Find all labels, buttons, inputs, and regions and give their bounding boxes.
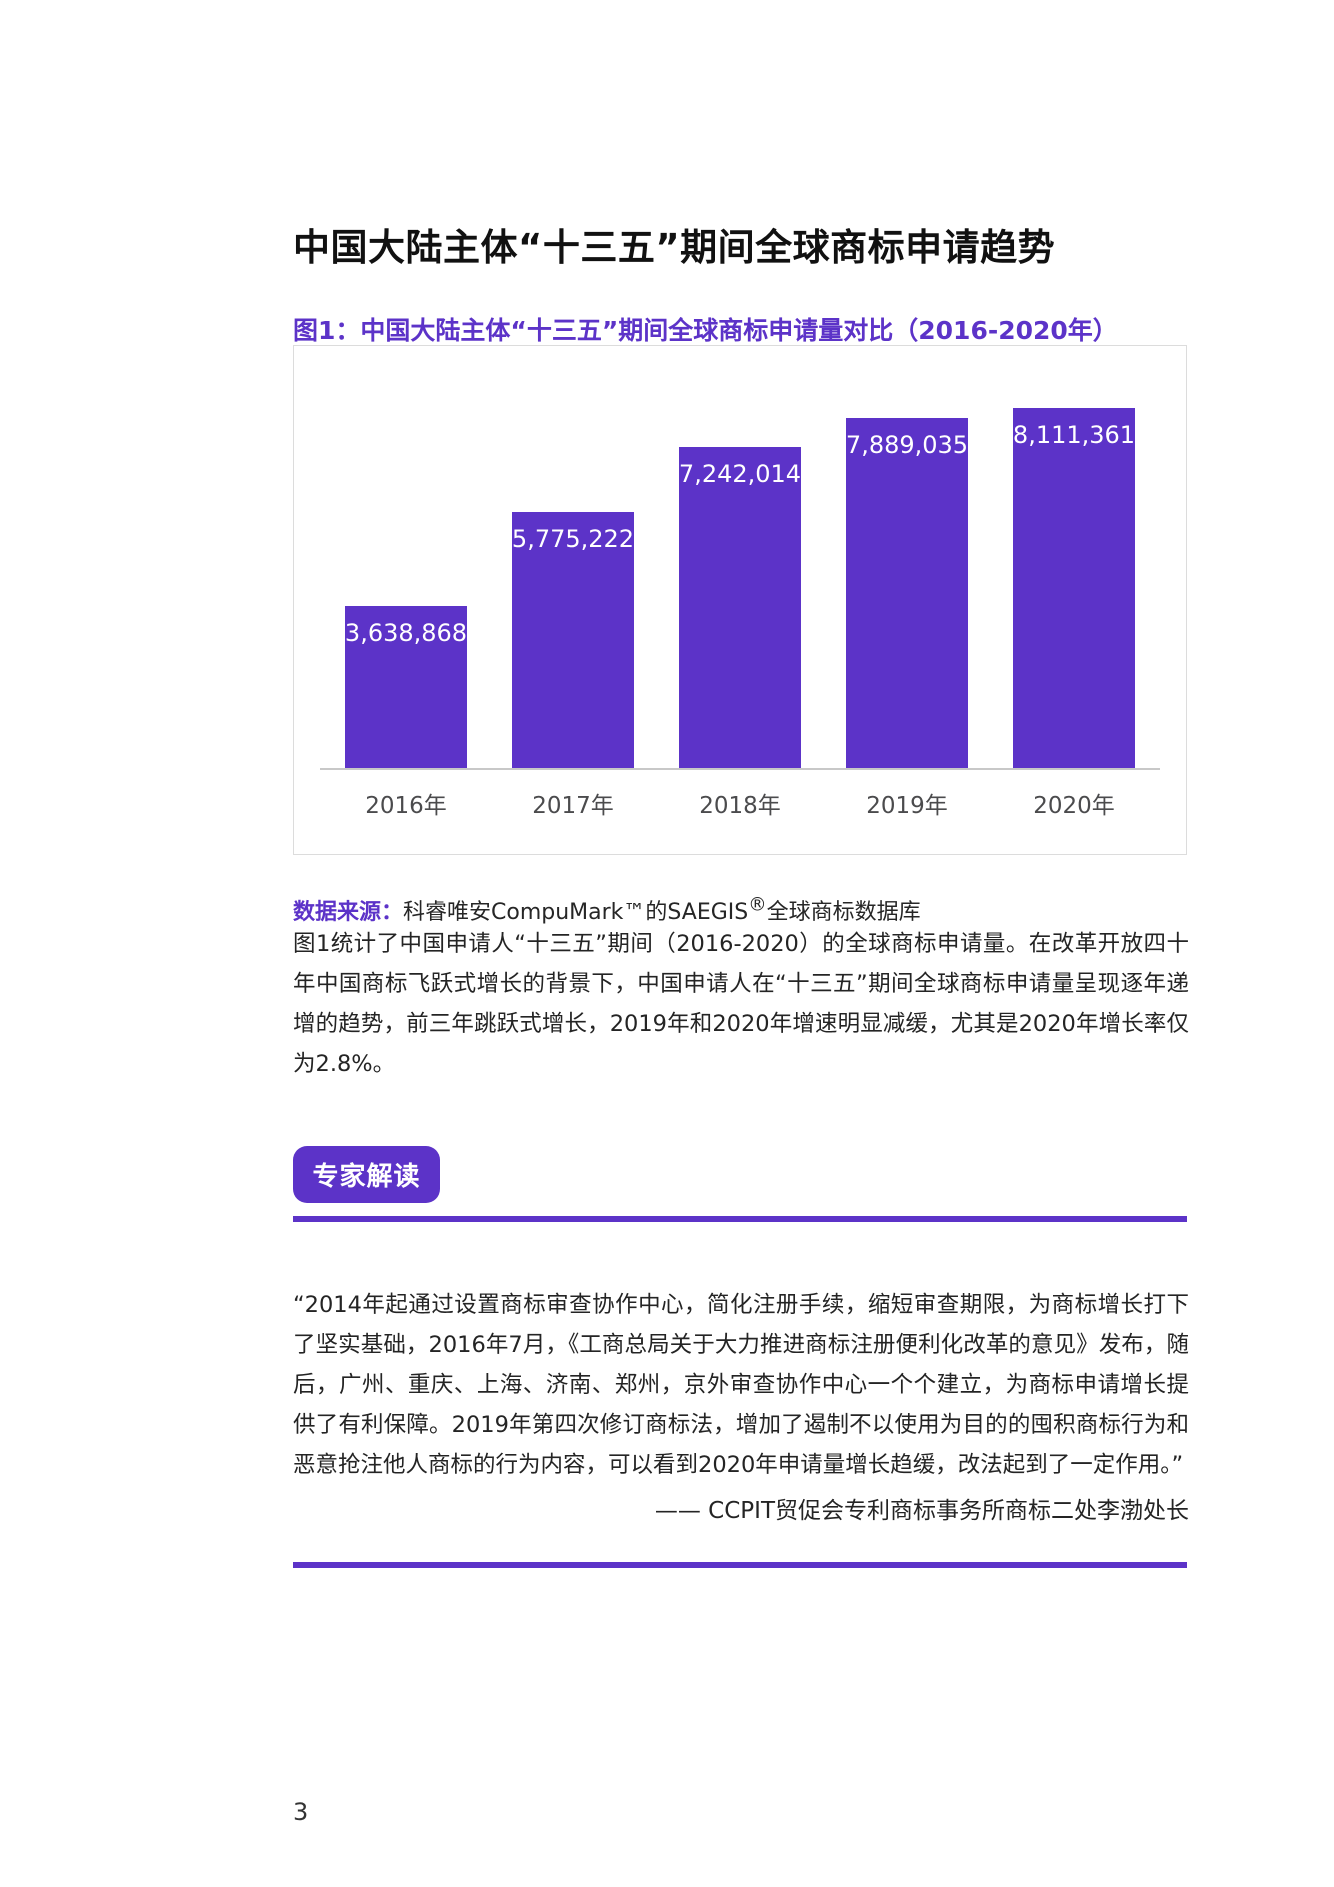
chart-bar-2019年: 7,889,035 [846, 418, 968, 768]
divider-rule-top [293, 1216, 1187, 1222]
bar-chart: 3,638,868 5,775,222 7,242,014 7,889,035 8,11… [293, 345, 1187, 855]
chart-bar-2020年: 8,111,361 [1013, 408, 1135, 768]
data-source-suffix: 全球商标数据库 [766, 900, 921, 925]
bar-value-label: 3,638,868 [344, 619, 468, 647]
x-axis-labels: 2016年 2017年 2018年 2019年 2020年 [294, 786, 1186, 820]
chart-plot-area: 3,638,868 5,775,222 7,242,014 7,889,035 8,11… [294, 346, 1186, 768]
registered-mark: ® [748, 894, 767, 916]
expert-badge-label: 专家解读 [312, 1162, 421, 1192]
x-axis-tick-label: 2017年 [532, 793, 614, 819]
data-source-text: 科睿唯安CompuMark™的SAEGIS [403, 900, 749, 925]
body-paragraph: 图1统计了中国申请人“十三五”期间（2016-2020）的全球商标申请量。在改革… [293, 930, 1189, 1077]
chart-bar-2016年: 3,638,868 [345, 606, 467, 768]
bar-value-label: 7,242,014 [678, 460, 802, 488]
x-axis-tick-label: 2019年 [866, 793, 948, 819]
figure-caption: 图1：中国大陆主体“十三五”期间全球商标申请量对比（2016-2020年） [293, 315, 1118, 345]
data-source-prefix: 数据来源： [293, 900, 404, 925]
chart-bar-2018年: 7,242,014 [679, 447, 801, 768]
page-number: 3 [293, 1798, 309, 1826]
x-axis-line [320, 768, 1160, 770]
chart-bar-2017年: 5,775,222 [512, 512, 634, 768]
bar-value-label: 5,775,222 [511, 525, 635, 553]
page-title: 中国大陆主体“十三五”期间全球商标申请趋势 [293, 225, 1056, 269]
expert-quote: “2014年起通过设置商标审查协作中心，简化注册手续，缩短审查期限，为商标增长打… [293, 1291, 1189, 1478]
bar-value-label: 8,111,361 [1012, 421, 1136, 449]
quote-attribution: —— CCPIT贸促会专利商标事务所商标二处李渤处长 [654, 1498, 1189, 1524]
expert-commentary-badge: 专家解读 [293, 1146, 440, 1203]
x-axis-tick-label: 2018年 [699, 793, 781, 819]
bar-value-label: 7,889,035 [845, 431, 969, 459]
x-axis-tick-label: 2016年 [365, 793, 447, 819]
divider-rule-bottom [293, 1562, 1187, 1568]
data-source-line: 数据来源：科睿唯安CompuMark™的SAEGIS®全球商标数据库 [293, 894, 1189, 926]
x-axis-tick-label: 2020年 [1033, 793, 1115, 819]
